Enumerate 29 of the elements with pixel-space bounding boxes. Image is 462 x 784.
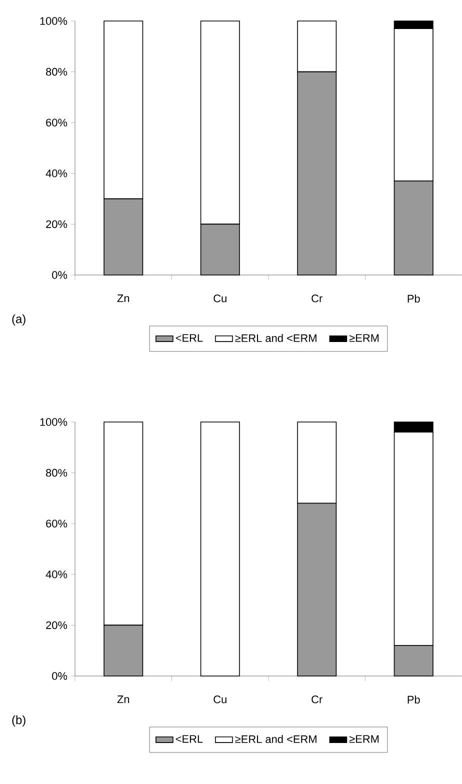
y-tick-label: 40% [46,170,67,178]
x-tick-label: Pb [408,696,420,704]
legend-label: ≥ERM [349,735,378,743]
y-tick-label: 80% [46,68,67,76]
legend-label: ≥ERL and <ERM [235,734,316,744]
x-tick-label: Cr [312,696,322,704]
x-tick-label: Zn [117,696,129,704]
y-tick-label: 20% [46,220,67,228]
y-tick-label: 60% [46,118,67,126]
x-tick-label: Cr [312,294,322,302]
text: (a) [12,314,26,326]
y-tick-label: 80% [46,468,67,477]
y-tick-label: 0% [52,672,67,680]
x-tick-label: Cu [214,294,226,302]
legend-label: ≥ERM [349,334,378,342]
y-tick-label: 60% [46,520,67,528]
x-tick-label: Cu [214,696,226,704]
x-tick-label: Zn [117,294,129,302]
bar [200,422,240,676]
x-tick-label: Pb [408,294,420,303]
y-tick-label: 100% [40,17,67,25]
y-tick-label: 20% [46,621,67,630]
legend-label: <ERL [176,735,203,743]
y-tick-label: 40% [46,570,67,578]
legend-label: <ERL [176,334,203,342]
legend-label: ≥ERL and <ERM [235,334,316,342]
y-tick-label: 0% [52,271,67,279]
text: (b) [12,715,26,727]
y-tick-label: 100% [40,418,67,426]
